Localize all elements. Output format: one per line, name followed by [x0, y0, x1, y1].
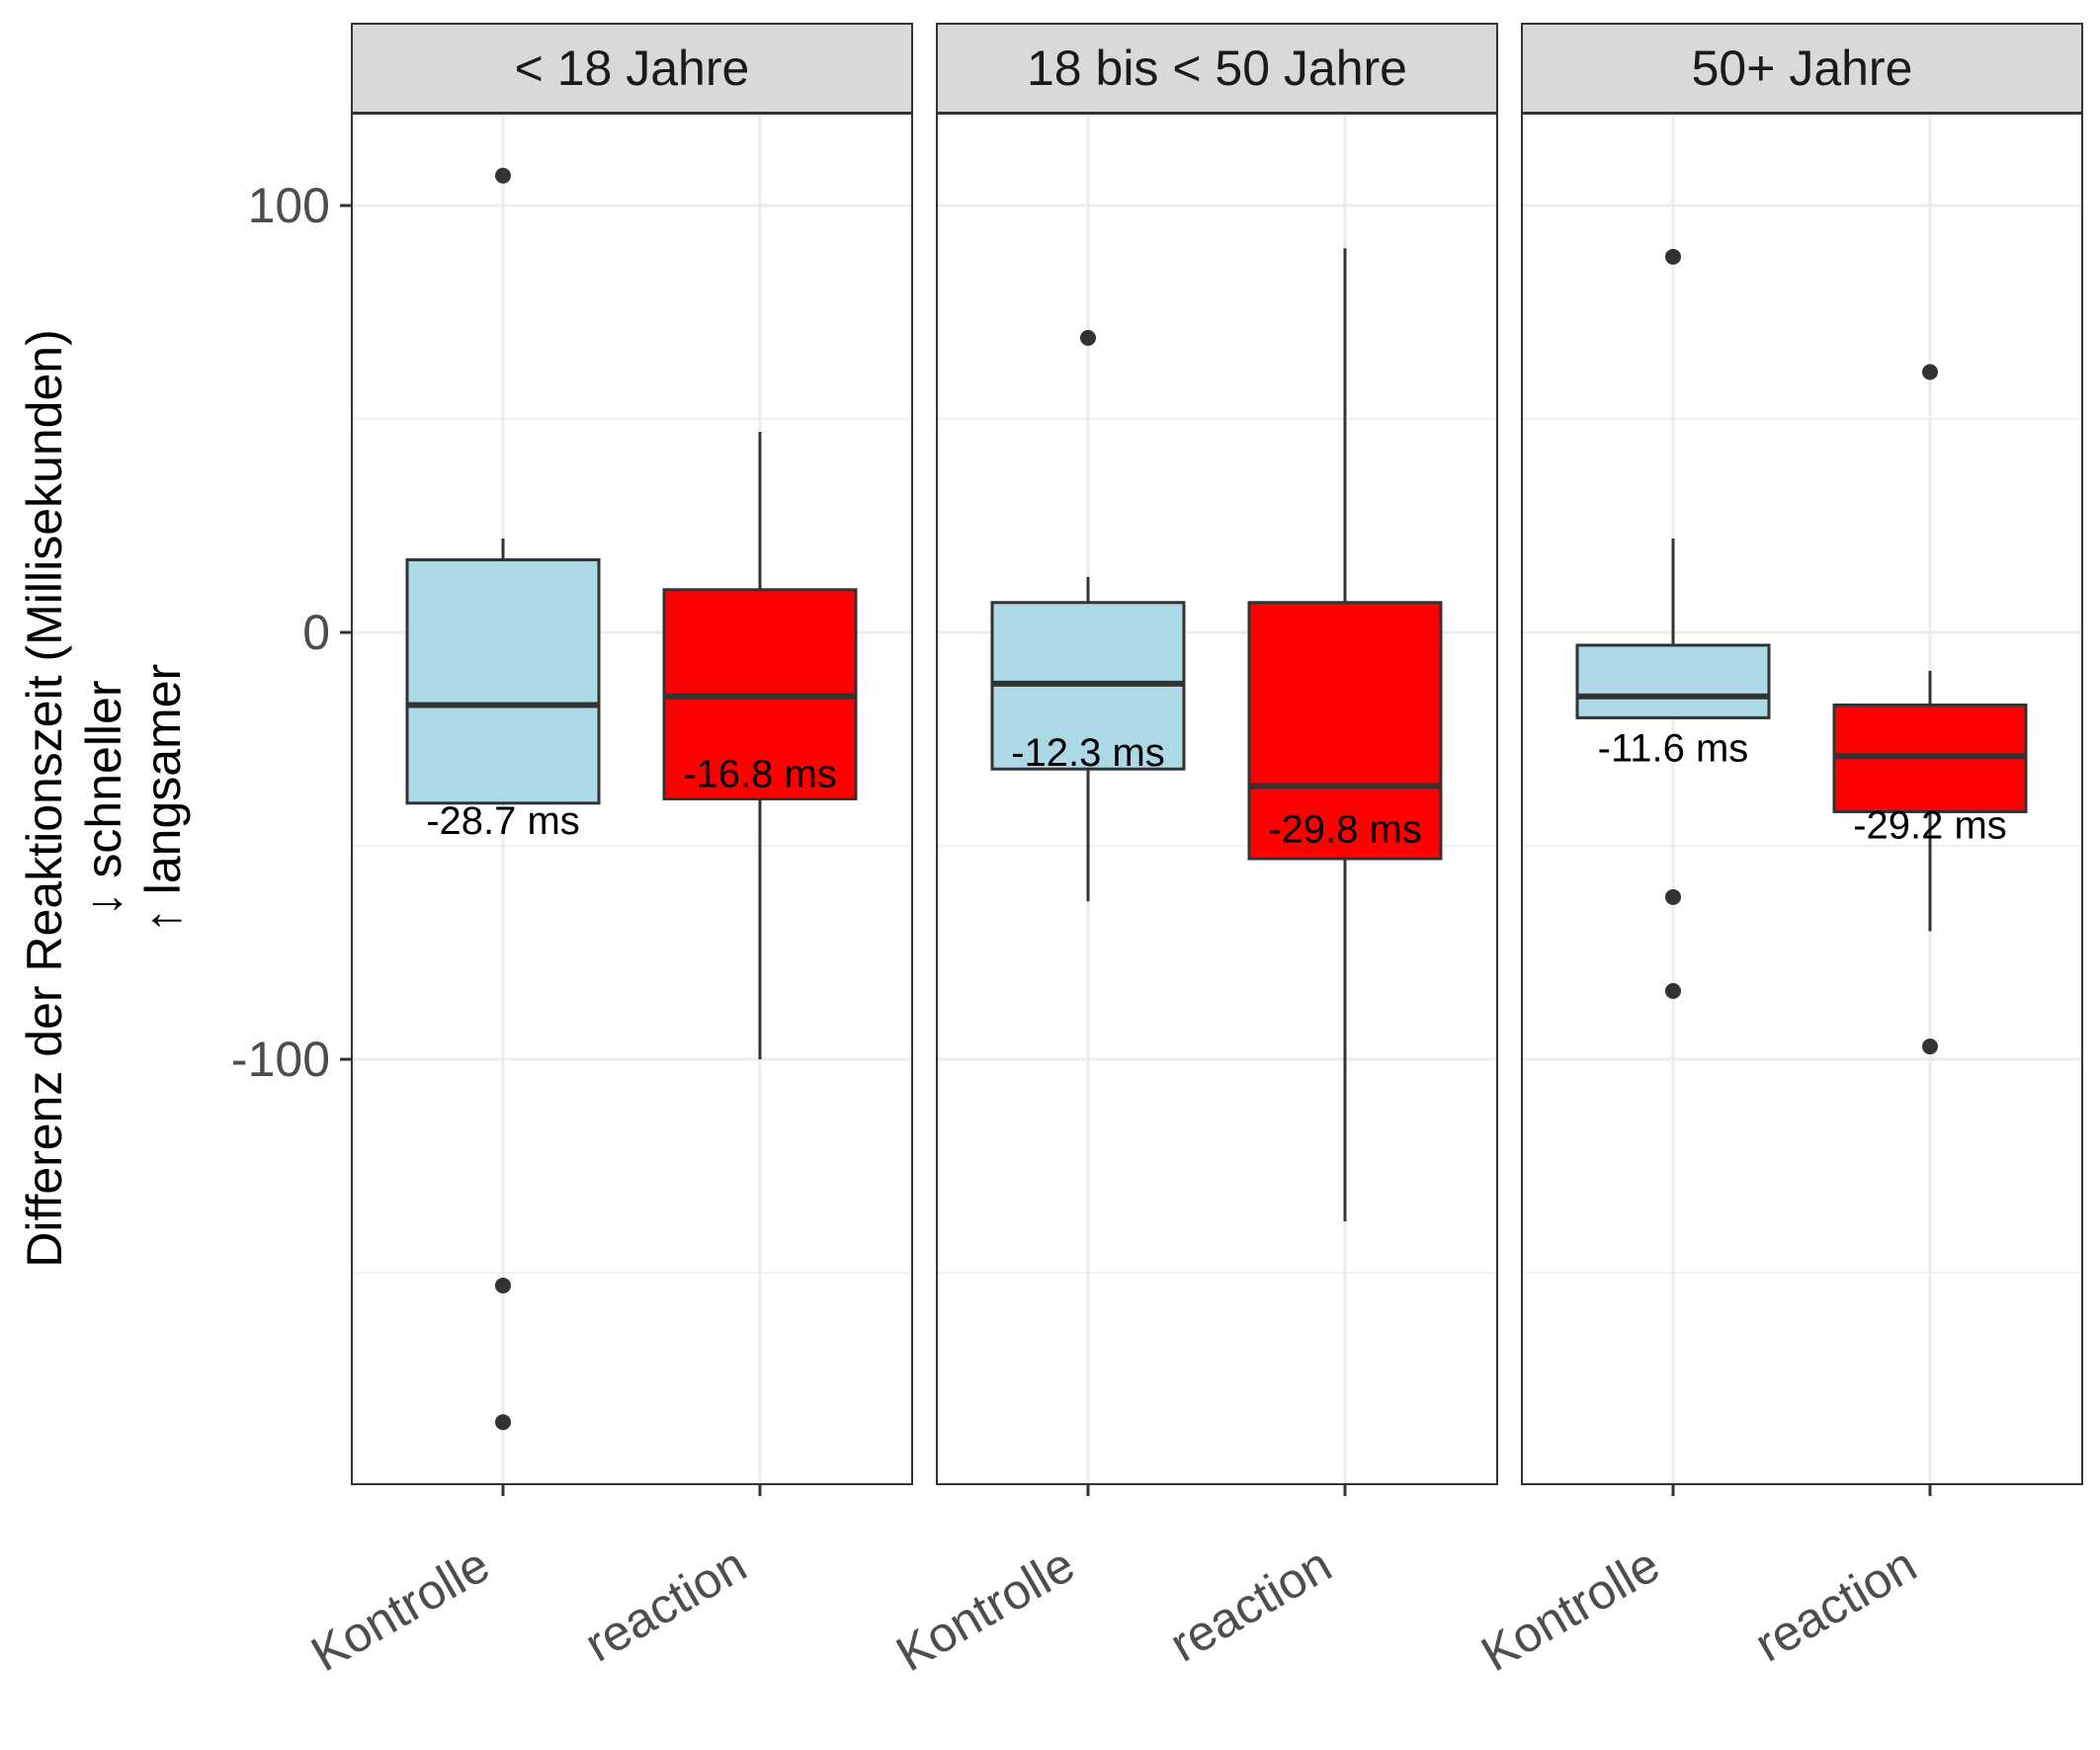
- y-axis-label-line: ↑ langsamer: [135, 664, 191, 933]
- panel-border: [1521, 113, 2083, 1485]
- boxplot-kontrolle: -12.3 ms: [990, 329, 1186, 902]
- chart-panels: < 18 Jahre -28.7 ms Kontrolle -16.8 ms react…: [302, 23, 2083, 1682]
- boxplot-reaction: -29.8 ms: [1247, 248, 1443, 1222]
- x-tick-label: Kontrolle: [887, 1537, 1084, 1682]
- x-tick-label: reaction: [1745, 1537, 1925, 1672]
- strip-label: 18 bis < 50 Jahre: [1027, 41, 1407, 96]
- facet-panel: < 18 Jahre -28.7 ms Kontrolle -16.8 ms react…: [302, 23, 913, 1682]
- boxplot-kontrolle: -28.7 ms: [405, 167, 601, 1431]
- x-tick-label: reaction: [575, 1537, 755, 1672]
- y-tick-label: 100: [248, 178, 330, 233]
- box-iqr: [1575, 643, 1771, 719]
- x-tick-label: Kontrolle: [302, 1537, 499, 1682]
- outlier-point: [1922, 364, 1938, 380]
- outlier-point: [495, 167, 511, 184]
- mean-data-label: -11.6 ms: [1598, 727, 1749, 771]
- boxplot-kontrolle: -11.6 ms: [1575, 248, 1771, 999]
- boxplot-reaction: -29.2 ms: [1832, 364, 2028, 1055]
- panel-border: [351, 113, 913, 1485]
- outlier-point: [495, 1414, 511, 1431]
- strip-background: [1521, 23, 2083, 114]
- strip-label: 50+ Jahre: [1692, 41, 1913, 96]
- x-tick-label: reaction: [1160, 1537, 1340, 1672]
- y-tick-label: -100: [231, 1032, 330, 1087]
- y-axis-label: Differenz der Reaktionszeit (Millisekund…: [17, 329, 191, 1268]
- box-iqr: [405, 558, 601, 805]
- mean-data-label: -12.3 ms: [1011, 731, 1165, 775]
- strip-background: [351, 23, 913, 114]
- outlier-point: [1665, 888, 1681, 905]
- outlier-point: [1665, 248, 1681, 265]
- outlier-point: [1080, 329, 1096, 346]
- mean-data-label: -29.8 ms: [1268, 808, 1422, 852]
- panel-border: [936, 113, 1498, 1485]
- y-tick-label: 0: [302, 605, 330, 660]
- outlier-point: [1665, 982, 1681, 999]
- strip-label: < 18 Jahre: [515, 41, 750, 96]
- outlier-point: [495, 1277, 511, 1293]
- facet-panel: 18 bis < 50 Jahre -12.3 ms Kontrolle -29.8 …: [887, 23, 1498, 1682]
- mean-data-label: -29.2 ms: [1853, 803, 2007, 847]
- x-tick-label: Kontrolle: [1472, 1537, 1669, 1682]
- y-axis-label-line: Differenz der Reaktionszeit (Millisekund…: [17, 329, 72, 1268]
- boxplot-reaction: -16.8 ms: [662, 431, 858, 1059]
- box-iqr: [1247, 601, 1443, 861]
- mean-data-label: -28.7 ms: [426, 799, 580, 843]
- mean-data-label: -16.8 ms: [683, 753, 837, 796]
- y-axis: 100 0 -100: [231, 178, 352, 1087]
- facet-panel: 50+ Jahre -11.6 ms Kontrolle -29.2 ms reacti…: [1472, 23, 2083, 1682]
- outlier-point: [1922, 1039, 1938, 1055]
- strip-background: [936, 23, 1498, 114]
- y-axis-label-line: ↓ schneller: [76, 681, 131, 917]
